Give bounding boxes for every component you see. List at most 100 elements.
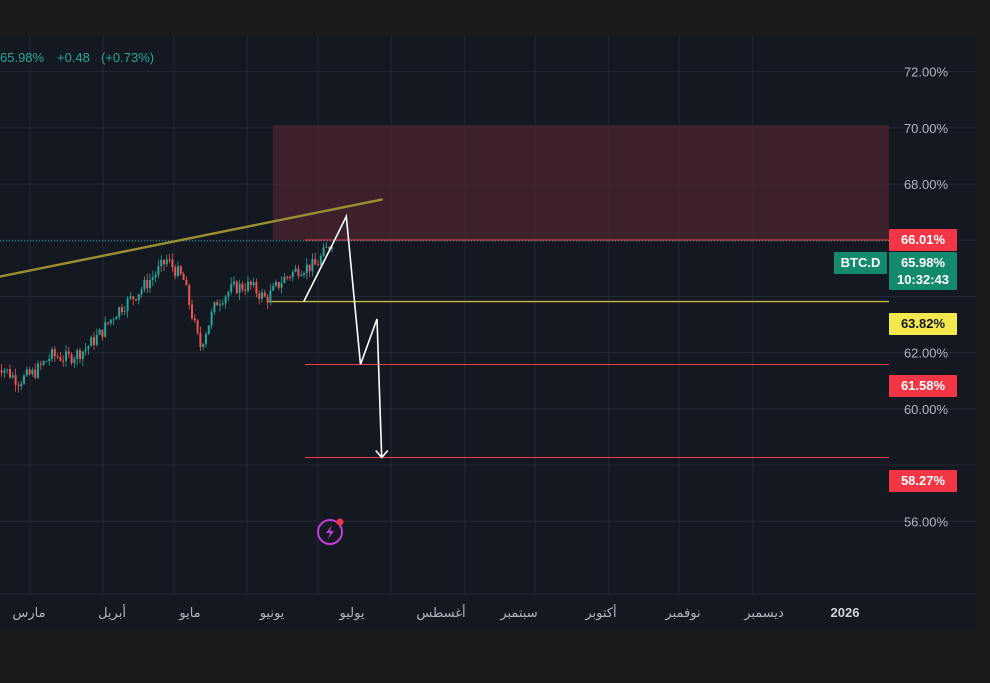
header-change: +0.48 bbox=[57, 50, 90, 65]
time-axis[interactable]: مارس أبريل مايو يونيو يوليو أغسطس سبتمبر أكتوبر… bbox=[12, 604, 859, 621]
x-tick-label: أغسطس bbox=[416, 604, 465, 621]
candle-body bbox=[258, 293, 261, 299]
candle-body bbox=[39, 363, 42, 365]
flash-icon-ring bbox=[317, 519, 343, 545]
candle-body bbox=[56, 356, 59, 358]
ticker-badge-bg bbox=[834, 252, 887, 274]
level-lines bbox=[0, 239, 889, 458]
candle-body bbox=[224, 296, 227, 304]
candle-body bbox=[42, 361, 45, 365]
candle-body bbox=[79, 350, 81, 359]
candle-body bbox=[319, 256, 322, 265]
candle-body bbox=[252, 282, 255, 286]
x-tick-label: سبتمبر bbox=[499, 605, 537, 621]
candle-body bbox=[300, 274, 303, 276]
current-price-badge: 65.98% 10:32:43 bbox=[889, 252, 957, 290]
candle-body bbox=[67, 351, 70, 355]
y-tick-label: 72.00% bbox=[904, 65, 949, 80]
x-tick-label: مارس bbox=[12, 605, 45, 621]
candle-body bbox=[230, 284, 233, 293]
support-badge: 63.82% bbox=[889, 313, 957, 335]
candle-body bbox=[314, 259, 317, 265]
candle-body bbox=[171, 259, 174, 268]
candle-body bbox=[182, 273, 185, 280]
candle-body bbox=[95, 334, 98, 345]
resistance-zone bbox=[273, 125, 889, 240]
candle-body bbox=[191, 304, 193, 319]
candle-body bbox=[101, 329, 104, 337]
target-1-badge-bg bbox=[889, 375, 957, 397]
resistance-zone-layer bbox=[273, 125, 889, 240]
x-tick-label: أبريل bbox=[98, 604, 126, 621]
candle-body bbox=[168, 259, 171, 261]
candle-body bbox=[62, 360, 65, 362]
candle-body bbox=[235, 281, 238, 294]
header-legend: 65.98% +0.48 (+0.73%) bbox=[0, 50, 154, 65]
candle-body bbox=[266, 296, 269, 303]
candle-body bbox=[146, 280, 149, 289]
candle-body bbox=[151, 277, 154, 281]
candle-body bbox=[305, 264, 308, 274]
candle-body bbox=[221, 303, 224, 305]
candle-body bbox=[135, 299, 137, 301]
x-tick-label: يوليو bbox=[339, 605, 365, 621]
x-tick-label: أكتوبر bbox=[584, 604, 616, 621]
candle-body bbox=[90, 337, 93, 347]
candle-body bbox=[0, 370, 3, 373]
y-tick-label: 62.00% bbox=[904, 346, 949, 361]
projection-path bbox=[303, 213, 383, 458]
candle-body bbox=[207, 325, 210, 335]
candle-body bbox=[317, 264, 319, 266]
candle-body bbox=[143, 280, 146, 290]
candle-body bbox=[115, 316, 118, 320]
candle-body bbox=[213, 302, 216, 313]
candle-body bbox=[227, 292, 230, 297]
candle-body bbox=[129, 296, 132, 299]
target-1-badge-text: 61.58% bbox=[901, 378, 946, 393]
candle-body bbox=[137, 294, 140, 301]
candle-body bbox=[48, 358, 51, 362]
support-badge-text: 63.82% bbox=[901, 316, 946, 331]
y-tick-label: 68.00% bbox=[904, 177, 949, 192]
candle-body bbox=[286, 276, 289, 278]
candle-body bbox=[6, 369, 9, 371]
support-badge-bg bbox=[889, 313, 957, 335]
x-tick-label: ديسمبر bbox=[743, 605, 784, 621]
y-tick-label: 56.00% bbox=[904, 514, 949, 529]
candle-body bbox=[275, 282, 277, 286]
target-1-badge: 61.58% bbox=[889, 375, 957, 397]
flash-icon bbox=[326, 525, 334, 539]
price-axis[interactable]: 72.00% 70.00% 68.00% 62.00% 60.00% 56.00% bbox=[904, 65, 949, 530]
flash-alert-icon[interactable] bbox=[317, 518, 344, 545]
candle-body bbox=[238, 283, 241, 294]
ascending-trendline bbox=[0, 198, 383, 278]
candle-body bbox=[216, 302, 219, 306]
candle-body bbox=[196, 320, 199, 333]
candle-body bbox=[277, 282, 280, 288]
candle-body bbox=[291, 271, 294, 278]
candle-body bbox=[81, 351, 84, 359]
candle-body bbox=[241, 283, 244, 290]
x-tick-label: يونيو bbox=[259, 605, 285, 621]
candle-body bbox=[20, 383, 23, 387]
candle-body bbox=[163, 259, 165, 265]
candle-body bbox=[37, 363, 39, 378]
candle-body bbox=[11, 375, 14, 378]
candle-body bbox=[328, 246, 331, 249]
grid bbox=[0, 36, 976, 594]
candle-body bbox=[247, 281, 249, 291]
candle-body bbox=[322, 247, 325, 257]
candle-body bbox=[249, 281, 252, 286]
candle-body bbox=[289, 277, 291, 279]
candle-body bbox=[303, 273, 305, 275]
candle-body bbox=[308, 264, 311, 272]
candle-body bbox=[199, 332, 202, 348]
candle-body bbox=[233, 281, 235, 285]
candle-body bbox=[70, 354, 73, 364]
candle-body bbox=[244, 289, 247, 291]
candle-body bbox=[126, 298, 129, 312]
candle-body bbox=[53, 349, 56, 357]
notification-dot-icon bbox=[336, 518, 344, 526]
